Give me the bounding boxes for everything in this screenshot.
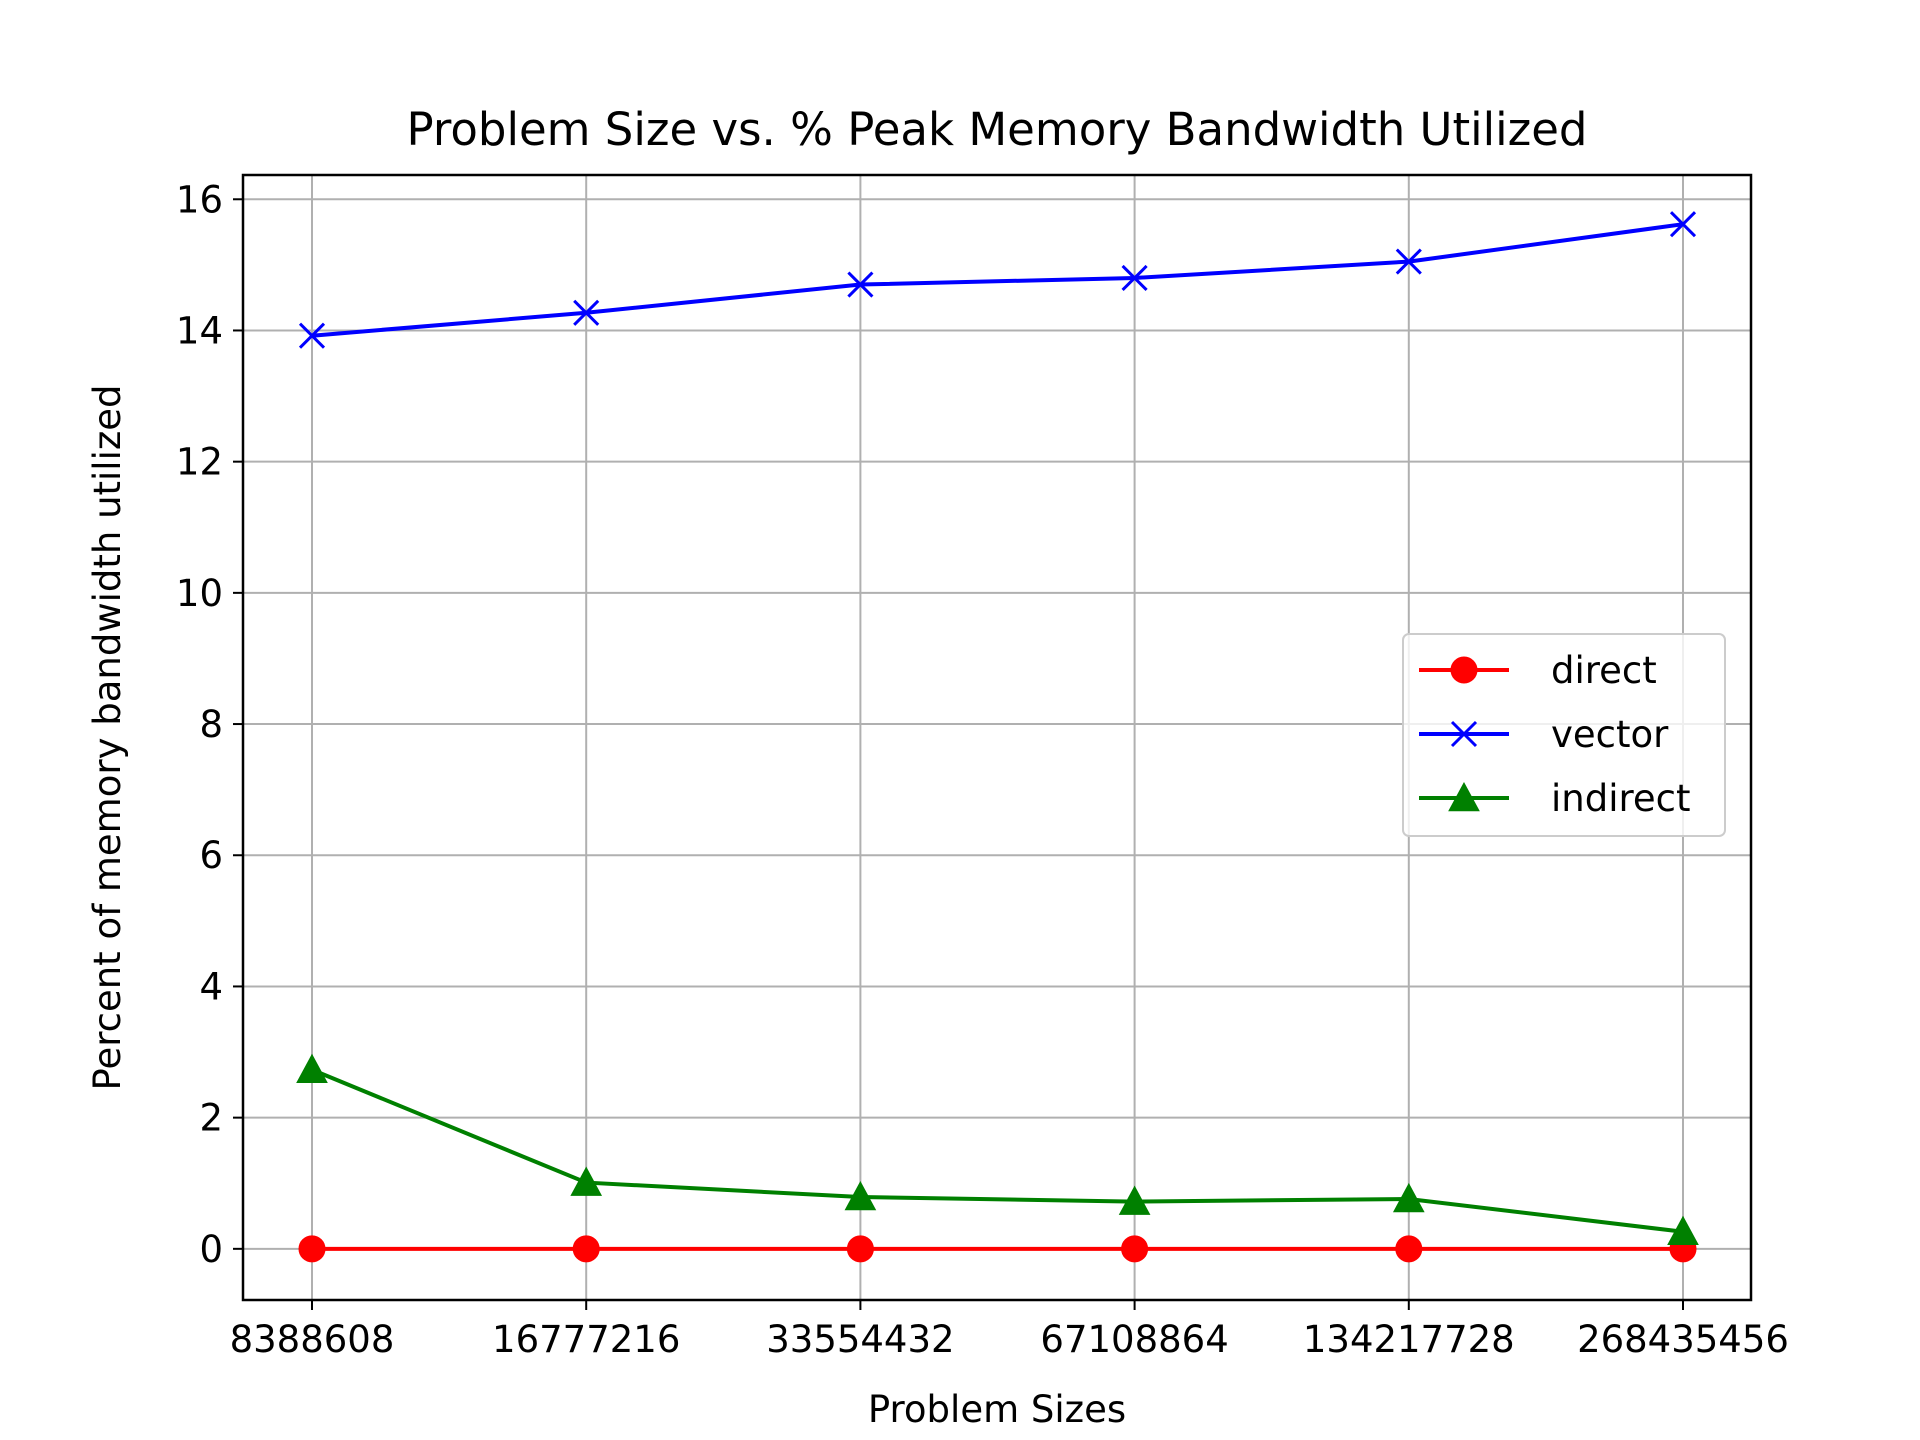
y-tick-label: 10 <box>176 572 223 615</box>
y-tick-label: 14 <box>176 309 223 352</box>
data-point-vector-stroke <box>1121 264 1148 292</box>
legend-marker <box>1450 720 1478 748</box>
data-point-indirect <box>1392 1182 1425 1213</box>
data-point-vector-stroke <box>847 271 874 298</box>
x-tick-label: 67108864 <box>1040 1318 1228 1361</box>
x-tick-label: 33554432 <box>766 1318 954 1361</box>
legend: direct vector indirect <box>1402 633 1726 837</box>
data-point-indirect <box>844 1180 877 1211</box>
data-point-vector-stroke <box>298 322 326 349</box>
data-point-vector <box>1121 264 1148 292</box>
x-tick-label: 134217728 <box>1303 1318 1515 1361</box>
y-tick-label: 6 <box>199 834 223 877</box>
series-line-vector <box>311 222 1684 338</box>
legend-item-vector: vector <box>1419 713 1669 756</box>
data-point-direct <box>1395 1235 1423 1263</box>
series-line-indirect <box>311 1067 1684 1234</box>
legend-item-indirect: indirect <box>1419 777 1691 820</box>
legend-label: vector <box>1551 713 1669 756</box>
data-point-direct <box>846 1235 874 1263</box>
series-layer <box>296 211 1699 1263</box>
series-direct <box>298 1235 1697 1263</box>
data-point-vector <box>1669 211 1697 238</box>
plot-frame <box>241 173 1753 1302</box>
series-indirect <box>296 1053 1699 1246</box>
data-point-vector <box>573 299 600 326</box>
y-tick-label: 16 <box>176 178 223 221</box>
data-point-vector-stroke <box>573 299 600 326</box>
y-tick-label: 12 <box>176 441 223 484</box>
data-point-indirect <box>296 1053 328 1084</box>
data-point-vector-stroke <box>1395 248 1422 275</box>
chart-title: Problem Size vs. % Peak Memory Bandwidth… <box>406 103 1587 156</box>
x-axis-label: Problem Sizes <box>868 1388 1126 1431</box>
data-point-vector <box>847 271 874 298</box>
axes: 8388608 16777216 33554432 67108864 134217728… <box>176 178 1789 1361</box>
data-point-vector <box>1395 248 1422 275</box>
y-axis-label: Percent of memory bandwidth utilized <box>86 384 129 1090</box>
data-point-indirect <box>1118 1185 1151 1215</box>
legend-item-direct: direct <box>1419 649 1657 692</box>
x-tick-label: 268435456 <box>1577 1318 1789 1361</box>
legend-box <box>1402 633 1726 837</box>
series-vector <box>298 211 1697 349</box>
legend-marker <box>1450 656 1478 684</box>
legend-marker <box>1448 781 1480 812</box>
y-tick-label: 0 <box>199 1228 223 1271</box>
x-tick-label: 16777216 <box>492 1318 680 1361</box>
y-tick-label: 2 <box>199 1097 223 1140</box>
data-point-vector-stroke <box>1669 211 1697 238</box>
legend-label: indirect <box>1551 777 1691 820</box>
data-point-indirect <box>570 1166 603 1196</box>
y-tick-label: 4 <box>199 965 223 1008</box>
data-point-direct <box>572 1235 600 1263</box>
data-point-indirect <box>1667 1215 1699 1246</box>
data-point-direct <box>1121 1235 1149 1263</box>
y-tick-label: 8 <box>199 703 223 746</box>
x-tick-label: 8388608 <box>230 1318 395 1361</box>
data-point-direct <box>298 1235 326 1263</box>
legend-label: direct <box>1551 649 1657 692</box>
data-point-vector <box>298 322 326 349</box>
legend-marker-stroke <box>1450 720 1478 748</box>
